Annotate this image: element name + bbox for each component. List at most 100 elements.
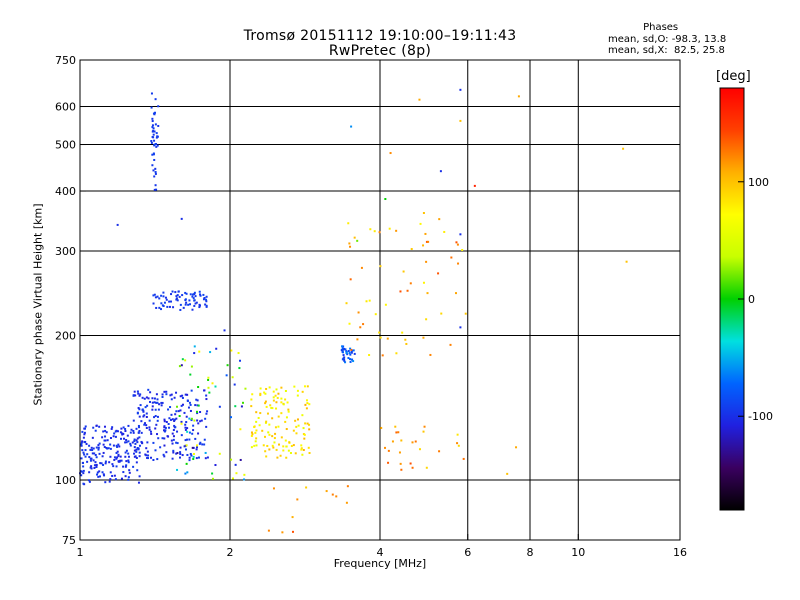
data-point: [184, 359, 187, 362]
data-point: [101, 455, 104, 458]
data-point: [153, 416, 156, 419]
data-point: [272, 487, 275, 490]
data-point: [438, 450, 441, 453]
data-point: [157, 437, 160, 440]
data-point: [352, 349, 355, 352]
data-point: [193, 419, 196, 422]
data-point: [418, 448, 421, 451]
data-point: [160, 401, 163, 404]
data-point: [161, 401, 164, 404]
data-point: [124, 465, 127, 468]
data-point: [172, 451, 175, 454]
data-point: [121, 432, 124, 435]
data-point: [154, 427, 157, 430]
data-point: [118, 460, 121, 463]
data-point: [190, 454, 193, 457]
data-point: [308, 452, 311, 455]
data-point: [113, 432, 116, 435]
data-point: [189, 373, 192, 376]
data-point: [295, 425, 298, 428]
data-point: [515, 446, 518, 449]
data-point: [80, 474, 83, 477]
data-point: [119, 431, 122, 434]
data-point: [151, 124, 154, 127]
data-point: [255, 437, 258, 440]
data-point: [280, 401, 283, 404]
data-point: [271, 444, 274, 447]
data-point: [155, 132, 158, 135]
data-point: [150, 92, 153, 95]
data-point: [160, 294, 163, 297]
x-tick-label: 1: [77, 546, 84, 559]
data-point: [176, 294, 179, 297]
chart-subtitle: RwPretec (8p): [328, 43, 432, 59]
data-point: [163, 426, 166, 429]
data-point: [625, 260, 628, 263]
data-point: [127, 461, 130, 464]
data-point: [455, 292, 458, 295]
data-point: [422, 430, 425, 433]
data-point: [425, 240, 428, 243]
data-point: [124, 430, 127, 433]
data-point: [234, 405, 237, 408]
data-point: [231, 477, 234, 480]
data-point: [350, 125, 353, 128]
data-point: [215, 347, 218, 350]
data-point: [145, 447, 148, 450]
data-point: [92, 459, 95, 462]
data-point: [374, 313, 377, 316]
data-point: [280, 397, 283, 400]
data-point: [88, 444, 91, 447]
data-point: [205, 300, 208, 303]
data-point: [202, 298, 205, 301]
data-point: [166, 305, 169, 308]
data-point: [151, 397, 154, 400]
data-point: [186, 399, 189, 402]
data-point: [122, 465, 125, 468]
data-point: [100, 462, 103, 465]
data-point: [357, 311, 360, 314]
data-point: [184, 393, 187, 396]
data-point: [152, 112, 155, 115]
data-point: [203, 438, 206, 441]
data-point: [425, 318, 428, 321]
data-point: [152, 458, 155, 461]
data-point: [300, 448, 303, 451]
data-point: [97, 444, 100, 447]
data-point: [263, 391, 266, 394]
data-point: [462, 457, 465, 460]
data-point: [83, 433, 86, 436]
data-point: [211, 472, 214, 475]
data-point: [155, 188, 158, 191]
data-point: [178, 415, 181, 418]
data-point: [230, 458, 233, 461]
data-point: [198, 350, 201, 353]
data-point: [161, 393, 164, 396]
data-point: [137, 481, 140, 484]
data-point: [168, 300, 171, 303]
data-point: [178, 295, 181, 298]
data-point: [193, 299, 196, 302]
data-point: [348, 358, 351, 361]
data-point: [185, 301, 188, 304]
data-point: [133, 390, 136, 393]
data-point: [349, 360, 352, 363]
data-point: [255, 420, 258, 423]
data-point: [266, 444, 269, 447]
data-point: [199, 294, 202, 297]
data-point: [155, 423, 158, 426]
x-axis-label: Frequency [MHz]: [333, 557, 427, 570]
data-point: [82, 472, 85, 475]
data-point: [400, 439, 403, 442]
data-point: [284, 420, 287, 423]
data-point: [86, 453, 89, 456]
data-point: [297, 424, 300, 427]
data-point: [254, 440, 257, 443]
data-point: [99, 462, 102, 465]
data-point: [109, 447, 112, 450]
data-point: [204, 457, 207, 460]
data-point: [127, 424, 130, 427]
data-point: [235, 472, 238, 475]
data-point: [126, 434, 129, 437]
data-point: [280, 412, 283, 415]
